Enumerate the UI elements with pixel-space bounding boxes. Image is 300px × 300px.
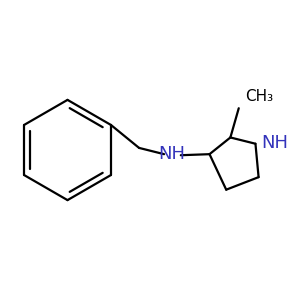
Text: NH: NH [158,145,185,163]
Text: CH₃: CH₃ [245,89,273,104]
Text: NH: NH [262,134,289,152]
